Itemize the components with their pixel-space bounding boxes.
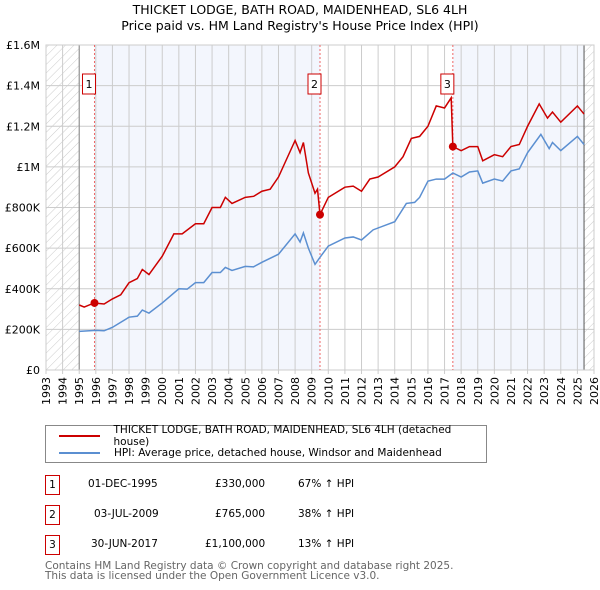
y-tick-label: £1.2M — [6, 120, 40, 133]
x-tick-label: 2006 — [256, 377, 269, 405]
x-tick-label: 1995 — [73, 377, 86, 405]
hpi-diff: 67% ↑ HPI — [298, 478, 355, 490]
footer-copyright: Contains HM Land Registry data © Crown c… — [45, 560, 454, 572]
y-tick-label: £200K — [5, 323, 41, 336]
transaction-row: 1 01-DEC-1995 £330,000 67% ↑ HPI — [45, 475, 465, 495]
x-tick-label: 2001 — [173, 377, 186, 405]
x-tick-label: 2003 — [206, 377, 219, 405]
x-tick-label: 2026 — [588, 377, 600, 405]
y-tick-label: £600K — [5, 242, 41, 255]
sale-point — [90, 298, 99, 307]
x-tick-label: 2002 — [189, 377, 202, 405]
price: £330,000 — [215, 478, 266, 490]
y-tick-label: £800K — [5, 202, 41, 215]
x-tick-label: 2014 — [389, 377, 402, 405]
hpi-diff: 13% ↑ HPI — [298, 538, 355, 550]
x-tick-label: 2009 — [306, 377, 319, 405]
sale-badge — [81, 73, 96, 95]
sale-badge-label: 1 — [85, 78, 92, 91]
x-tick-label: 2008 — [289, 377, 302, 405]
y-tick-label: £0 — [26, 364, 40, 377]
x-tick-label: 1994 — [57, 377, 70, 405]
x-tick-label: 2004 — [223, 377, 236, 405]
hpi-diff: 38% ↑ HPI — [298, 508, 355, 520]
x-tick-label: 1993 — [40, 377, 53, 405]
marker-badge: 1 — [45, 475, 60, 495]
sale-point — [448, 142, 457, 151]
x-tick-label: 1996 — [90, 377, 103, 405]
marker-badge: 2 — [45, 505, 60, 525]
sale-badge — [440, 73, 455, 95]
x-tick-label: 2012 — [356, 377, 369, 405]
legend: THICKET LODGE, BATH ROAD, MAIDENHEAD, SL… — [45, 424, 487, 463]
x-tick-label: 2020 — [488, 377, 501, 405]
x-tick-label: 2017 — [439, 377, 452, 405]
x-tick-label: 2021 — [505, 377, 518, 405]
sale-point — [316, 210, 324, 219]
price: £1,100,000 — [205, 538, 266, 550]
x-tick-label: 2011 — [339, 377, 352, 405]
x-tick-label: 2015 — [405, 377, 418, 405]
date: 03-JUL-2009 — [94, 508, 159, 520]
x-tick-label: 2010 — [322, 377, 335, 405]
x-tick-label: 2023 — [538, 377, 551, 405]
x-tick-label: 2024 — [555, 377, 568, 405]
chart-title: THICKET LODGE, BATH ROAD, MAIDENHEAD, SL… — [132, 2, 468, 17]
sale-badge-label: 2 — [311, 78, 318, 91]
x-tick-label: 2022 — [522, 377, 535, 405]
date: 30-JUN-2017 — [91, 538, 158, 550]
x-tick-label: 2007 — [272, 377, 285, 405]
transaction-row: 3 30-JUN-2017 £1,100,000 13% ↑ HPI — [45, 535, 465, 555]
x-tick-label: 2005 — [239, 377, 252, 405]
y-tick-label: £1M — [17, 161, 41, 174]
x-tick-label: 2013 — [372, 377, 385, 405]
x-tick-label: 2000 — [156, 377, 169, 405]
sale-badge — [307, 73, 322, 95]
x-tick-label: 2018 — [455, 377, 468, 405]
series-line — [78, 95, 585, 308]
y-tick-label: £400K — [5, 283, 41, 296]
x-tick-label: 2025 — [571, 377, 584, 405]
x-tick-label: 2016 — [422, 377, 435, 405]
y-tick-label: £1.6M — [6, 39, 40, 52]
y-tick-label: £1.4M — [6, 80, 40, 93]
legend-label: HPI: Average price, detached house, Wind… — [114, 447, 442, 459]
transaction-row: 2 03-JUL-2009 £765,000 38% ↑ HPI — [45, 505, 465, 525]
legend-item-hpi: HPI: Average price, detached house, Wind… — [59, 447, 442, 459]
series-line — [79, 133, 585, 333]
price: £765,000 — [215, 508, 266, 520]
legend-label: THICKET LODGE, BATH ROAD, MAIDENHEAD, SL… — [113, 424, 452, 448]
x-tick-label: 1998 — [123, 377, 136, 405]
x-tick-label: 1999 — [140, 377, 153, 405]
date: 01-DEC-1995 — [88, 478, 158, 490]
sale-badge-label: 3 — [444, 78, 451, 91]
chart-subtitle: Price paid vs. HM Land Registry's House … — [121, 18, 479, 33]
x-tick-label: 2019 — [472, 377, 485, 405]
marker-badge: 3 — [45, 535, 60, 555]
x-tick-label: 1997 — [106, 377, 119, 405]
footer-licence: This data is licensed under the Open Gov… — [45, 570, 380, 582]
chart-plot: 1993 1994 1995 1996 1997 1998 1999 2000 2001 2002… — [5, 39, 600, 405]
legend-item-property: THICKET LODGE, BATH ROAD, MAIDENHEAD, SL… — [59, 424, 486, 448]
